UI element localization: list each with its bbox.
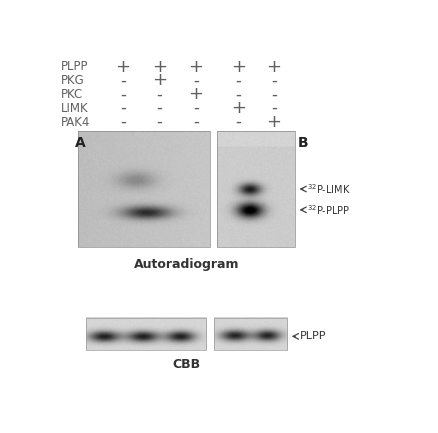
Text: +: +: [188, 58, 203, 76]
Text: $^{32}$P-LIMK: $^{32}$P-LIMK: [307, 182, 351, 196]
Text: -: -: [193, 113, 199, 131]
Bar: [218, 131, 295, 247]
Text: +: +: [188, 85, 203, 103]
Bar: [86, 318, 206, 350]
Text: -: -: [120, 113, 126, 131]
Text: PAK4: PAK4: [61, 116, 90, 129]
Text: PLPP: PLPP: [300, 331, 326, 341]
Text: -: -: [156, 99, 162, 117]
Text: -: -: [193, 71, 199, 90]
Text: +: +: [152, 58, 167, 76]
Text: LIMK: LIMK: [61, 102, 88, 115]
Text: PKG: PKG: [61, 74, 85, 87]
Text: +: +: [267, 113, 282, 131]
Text: -: -: [156, 113, 162, 131]
Bar: [78, 131, 210, 247]
Text: -: -: [271, 99, 277, 117]
Text: -: -: [236, 113, 241, 131]
Bar: [214, 318, 287, 350]
Text: -: -: [120, 85, 126, 103]
Text: +: +: [152, 71, 167, 90]
Text: -: -: [156, 85, 162, 103]
Text: A: A: [75, 136, 86, 150]
Text: -: -: [120, 71, 126, 90]
Text: -: -: [193, 99, 199, 117]
Text: B: B: [297, 136, 308, 150]
Text: Autoradiogram: Autoradiogram: [134, 258, 239, 271]
Text: PLPP: PLPP: [61, 60, 88, 73]
Text: +: +: [116, 58, 131, 76]
Text: +: +: [231, 99, 246, 117]
Text: -: -: [236, 85, 241, 103]
Text: -: -: [120, 99, 126, 117]
Text: -: -: [236, 71, 241, 90]
Text: +: +: [267, 58, 282, 76]
Text: CBB: CBB: [173, 358, 201, 371]
Text: +: +: [231, 58, 246, 76]
Text: PKC: PKC: [61, 88, 83, 101]
Text: -: -: [271, 85, 277, 103]
Text: $^{32}$P-PLPP: $^{32}$P-PLPP: [307, 203, 351, 216]
Text: -: -: [271, 71, 277, 90]
